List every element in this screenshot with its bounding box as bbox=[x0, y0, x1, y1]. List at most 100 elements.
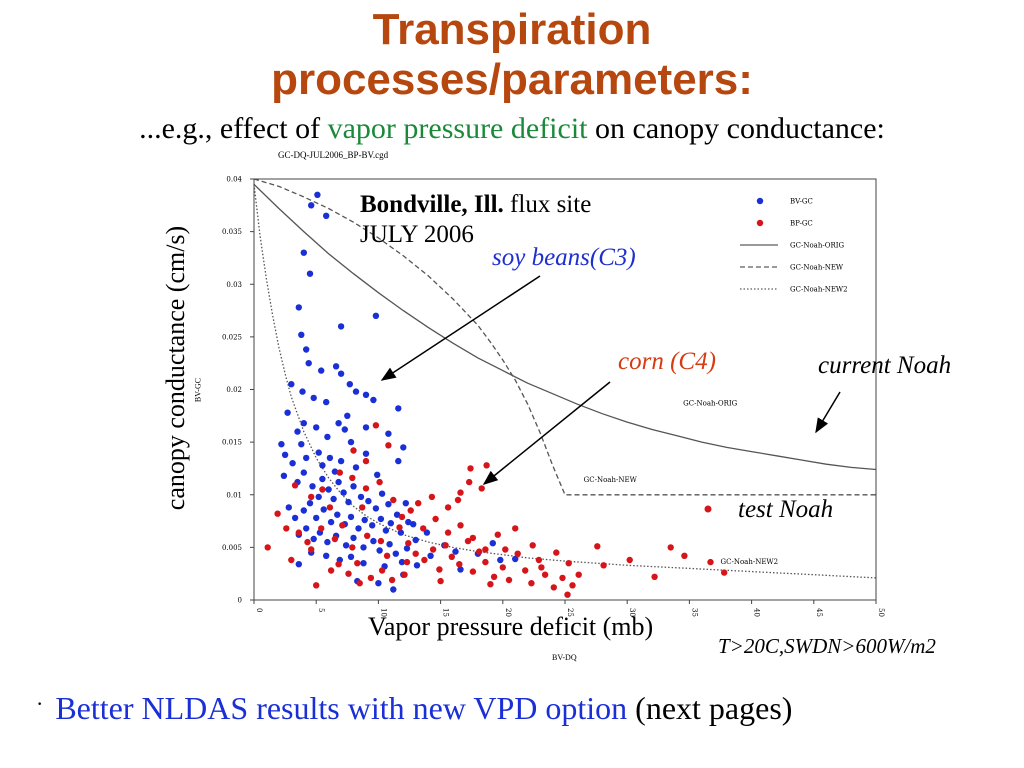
point-bv-gc bbox=[298, 331, 305, 338]
point-bv-gc bbox=[423, 529, 431, 536]
point-bv-gc bbox=[377, 515, 385, 523]
plot-file-header: GC-DQ-JUL2006_BP-BV.cgd bbox=[278, 150, 389, 160]
point-bp-gc bbox=[483, 462, 490, 469]
y-tick-label: 0.01 bbox=[226, 491, 242, 499]
point-bv-gc bbox=[427, 552, 434, 559]
point-bv-gc bbox=[295, 304, 302, 311]
point-bp-gc bbox=[405, 540, 412, 547]
point-bv-gc bbox=[410, 521, 417, 528]
point-bp-gc bbox=[313, 582, 320, 589]
point-bv-gc bbox=[370, 537, 377, 545]
point-bp-gc bbox=[291, 482, 299, 489]
point-bv-gc bbox=[315, 449, 322, 456]
model-curves: GC-Noah-ORIG GC-Noah-NEW GC-Noah-NEW2 bbox=[253, 178, 877, 579]
bullet-tail: (next pages) bbox=[627, 690, 793, 726]
point-bp-gc bbox=[350, 447, 357, 454]
point-bv-gc bbox=[405, 518, 412, 526]
point-bv-gc bbox=[369, 522, 376, 529]
test-noah-dot bbox=[704, 505, 712, 513]
x-tick-label: 25 bbox=[566, 608, 574, 617]
point-bv-gc bbox=[365, 497, 372, 505]
point-bv-gc bbox=[413, 562, 421, 569]
point-bv-gc bbox=[324, 433, 331, 441]
y-tick-label: 0.025 bbox=[222, 333, 242, 341]
point-bp-gc bbox=[502, 546, 509, 553]
point-bv-gc bbox=[392, 550, 399, 557]
curve-label: GC-Noah-ORIG bbox=[683, 399, 737, 407]
legend-label: GC-Noah-ORIG bbox=[790, 242, 844, 250]
arrow-current bbox=[815, 391, 841, 434]
point-bv-gc bbox=[327, 518, 335, 526]
point-bp-gc bbox=[339, 522, 346, 529]
point-bv-gc bbox=[294, 428, 301, 435]
point-bp-gc bbox=[464, 537, 472, 545]
point-bp-gc bbox=[651, 573, 658, 580]
y-tick-label: 0.02 bbox=[226, 386, 242, 394]
point-bv-gc bbox=[497, 556, 504, 564]
point-bv-gc bbox=[352, 464, 360, 471]
point-bv-gc bbox=[285, 504, 292, 511]
point-bp-gc bbox=[476, 548, 483, 555]
point-bp-gc bbox=[327, 567, 335, 574]
y-axis-title: canopy conductance (cm/s) bbox=[161, 225, 190, 511]
point-bp-gc bbox=[487, 581, 494, 588]
current-noah-label: current Noah bbox=[818, 352, 952, 379]
point-bp-gc bbox=[362, 457, 370, 465]
point-bv-gc bbox=[303, 454, 310, 462]
point-bp-gc bbox=[456, 561, 463, 568]
point-bv-gc bbox=[337, 370, 345, 377]
point-bp-gc bbox=[326, 504, 334, 511]
y-tick-label: 0.005 bbox=[222, 544, 242, 552]
legend-label: GC-Noah-NEW bbox=[790, 264, 844, 272]
point-bv-gc bbox=[323, 552, 330, 559]
point-bp-gc bbox=[469, 534, 477, 542]
bullet-highlight: Better NLDAS results with new VPD option bbox=[55, 690, 628, 726]
point-bv-gc bbox=[393, 511, 401, 518]
point-bp-gc bbox=[383, 552, 391, 559]
point-bv-gc bbox=[346, 381, 353, 388]
point-bv-gc bbox=[374, 471, 381, 478]
y-tick-label: 0.015 bbox=[222, 439, 242, 447]
point-bv-gc bbox=[512, 555, 519, 563]
point-bv-gc bbox=[288, 381, 295, 388]
chart-legend: BV-GC BP-GC GC-Noah-ORIG GC-Noah-NEW GC-Noah… bbox=[740, 198, 848, 294]
point-bv-gc bbox=[323, 398, 330, 406]
point-bv-gc bbox=[395, 457, 402, 465]
point-bv-gc bbox=[347, 553, 355, 560]
point-bv-gc bbox=[387, 520, 394, 527]
point-bp-gc bbox=[499, 564, 506, 571]
point-bp-gc bbox=[420, 525, 427, 532]
point-bv-gc bbox=[357, 493, 365, 501]
point-bp-gc bbox=[345, 570, 352, 577]
point-bv-gc bbox=[395, 405, 402, 412]
point-bp-gc bbox=[569, 582, 576, 589]
point-bv-gc bbox=[398, 558, 406, 566]
point-bp-gc bbox=[444, 529, 452, 536]
legend-label: BV-GC bbox=[790, 198, 813, 206]
point-bp-gc bbox=[541, 571, 549, 578]
x-tick-label: 0 bbox=[255, 608, 263, 612]
point-bv-gc bbox=[320, 506, 327, 513]
point-bv-gc bbox=[305, 360, 312, 367]
point-bp-gc bbox=[529, 542, 536, 549]
point-bp-gc bbox=[385, 442, 392, 449]
x-tick-label: 50 bbox=[877, 608, 885, 617]
point-bv-gc bbox=[323, 212, 330, 219]
point-bv-gc bbox=[300, 420, 307, 427]
point-bv-gc bbox=[376, 547, 383, 554]
point-bp-gc bbox=[401, 571, 408, 578]
point-bp-gc bbox=[288, 556, 295, 564]
site-name: Bondville, Ill. bbox=[360, 191, 504, 218]
y-tick-label: 0.04 bbox=[226, 176, 242, 184]
point-bv-gc bbox=[280, 472, 288, 479]
point-bv-gc bbox=[341, 426, 348, 433]
point-bp-gc bbox=[428, 493, 436, 501]
point-bp-gc bbox=[467, 465, 474, 472]
point-bp-gc bbox=[448, 553, 455, 560]
site-date: JULY 2006 bbox=[360, 221, 474, 248]
point-bv-gc bbox=[299, 388, 306, 395]
point-bv-gc bbox=[375, 580, 382, 587]
point-bp-gc bbox=[594, 543, 601, 550]
y-tick-label: 0.03 bbox=[226, 281, 242, 289]
